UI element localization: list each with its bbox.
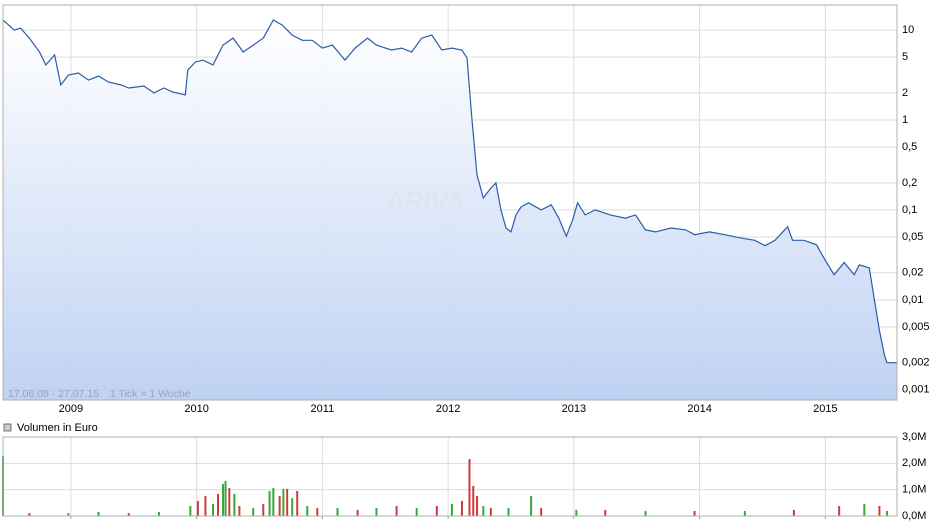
x-tick-label: 2013	[562, 403, 586, 415]
volume-bar	[97, 512, 100, 516]
volume-bar	[204, 495, 207, 516]
volume-bar	[540, 508, 543, 516]
y-tick-label: 2	[902, 87, 908, 99]
area-fill	[3, 20, 897, 400]
volume-bar	[375, 508, 378, 516]
y-tick-label: 3,0M	[902, 431, 926, 443]
date-range: 17.06.08 - 27.07.15	[8, 388, 99, 400]
volume-bar	[792, 509, 795, 516]
volume-bar	[282, 488, 285, 516]
price-line	[2, 19, 897, 364]
volume-bar	[196, 500, 199, 516]
plot-frame	[2, 4, 898, 401]
volume-bar	[316, 508, 319, 516]
volume-bar	[885, 510, 888, 516]
x-tick-label: 2012	[436, 403, 460, 415]
x-tick-label: 2011	[311, 403, 335, 415]
x-tick-label: 2010	[184, 403, 208, 415]
volume-bar	[233, 493, 236, 516]
volume-bar	[278, 495, 281, 516]
y-tick-label: 1,0M	[902, 484, 926, 496]
y-tick-label: 0,1	[902, 204, 917, 216]
volume-bar	[127, 513, 130, 516]
volume-bar	[252, 508, 255, 516]
y-tick-label: 0,0M	[902, 510, 926, 522]
volume-bar	[460, 500, 463, 516]
volume-bar	[189, 505, 192, 516]
x-tick-label: 2015	[813, 403, 837, 415]
volume-bar	[644, 510, 647, 516]
legend-swatch	[3, 423, 12, 432]
legend-label: Volumen in Euro	[17, 422, 98, 434]
volume-bar	[395, 505, 398, 516]
y-tick-label: 0,05	[902, 231, 923, 243]
volume-bar	[489, 508, 492, 516]
volume-bar	[575, 509, 578, 516]
volume-bar	[476, 495, 479, 516]
plot-frame	[2, 436, 898, 517]
y-tick-label: 0,001	[902, 384, 930, 396]
volume-bar	[28, 513, 31, 516]
volume-bar	[468, 459, 471, 516]
volume-bar	[272, 488, 275, 516]
y-tick-label: 1	[902, 114, 908, 126]
tick-note: 1 Tick = 1 Woche	[110, 388, 191, 400]
x-tick-label: 2014	[687, 403, 711, 415]
volume-bar	[743, 510, 746, 516]
volume-bar	[435, 505, 438, 516]
volume-bar	[222, 483, 225, 516]
volume-bar	[268, 490, 271, 516]
volume-bar	[217, 493, 220, 516]
volume-bar	[863, 503, 866, 516]
volume-bar	[356, 509, 359, 516]
volume-bar	[693, 510, 696, 516]
volume-bar	[224, 480, 227, 516]
volume-bar	[450, 503, 453, 516]
volume-bar	[482, 505, 485, 516]
volume-bar	[415, 508, 418, 516]
volume-bar	[604, 509, 607, 516]
volume-bar	[878, 505, 881, 516]
volume-bar	[336, 508, 339, 516]
volume-bar	[296, 490, 299, 516]
volume-bar	[507, 508, 510, 516]
y-tick-label: 0,2	[902, 177, 917, 189]
volume-bar	[472, 485, 475, 516]
volume-bar	[530, 495, 533, 516]
volume-bar	[67, 513, 70, 516]
y-tick-label: 0,5	[902, 141, 917, 153]
y-tick-label: 2,0M	[902, 457, 926, 469]
y-tick-label: 0,005	[902, 321, 930, 333]
volume-bar	[211, 503, 214, 516]
volume-bar	[306, 505, 309, 516]
volume-bar	[262, 503, 265, 516]
y-tick-label: 10	[902, 24, 914, 36]
y-tick-label: 0,01	[902, 294, 923, 306]
volume-bar	[838, 505, 841, 516]
y-tick-label: 0,002	[902, 357, 930, 369]
volume-bar	[157, 512, 160, 516]
y-tick-label: 0,02	[902, 267, 923, 279]
volume-bar	[238, 505, 241, 516]
x-tick-label: 2009	[59, 403, 83, 415]
watermark: ARIVA	[385, 186, 465, 216]
volume-bar	[286, 488, 289, 516]
y-tick-label: 5	[902, 51, 908, 63]
volume-bar	[228, 488, 231, 516]
volume-bar	[291, 498, 294, 516]
